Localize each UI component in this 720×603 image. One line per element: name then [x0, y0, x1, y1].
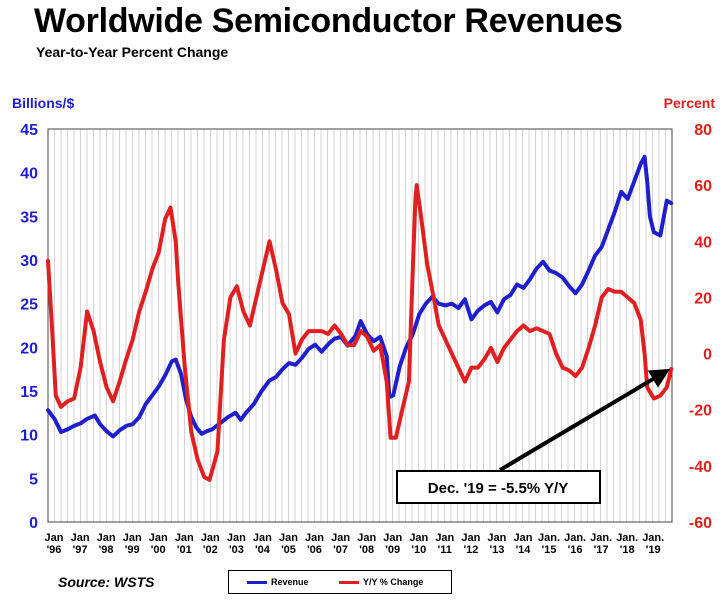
x-tick-month: Jan — [227, 532, 246, 544]
x-tick-month: Jan. — [564, 532, 586, 544]
left-tick-label: 40 — [20, 166, 38, 183]
x-tick-year: '11 — [438, 544, 452, 556]
legend: Revenue Y/Y % Change — [228, 570, 452, 594]
series-yoy-line — [46, 183, 674, 482]
left-tick-label: 20 — [20, 340, 38, 357]
right-axis-label: Percent — [664, 95, 716, 111]
legend-item-revenue: Revenue — [247, 577, 309, 587]
x-tick-month: Jan — [253, 532, 272, 544]
x-tick-year: '01 — [177, 544, 192, 556]
left-tick-label: 45 — [20, 122, 38, 139]
x-tick-year: '02 — [203, 544, 218, 556]
x-tick-month: Jan — [97, 532, 116, 544]
left-tick-label: 30 — [20, 253, 38, 270]
x-tick-month: Jan — [435, 532, 454, 544]
legend-swatch-yoy — [339, 580, 359, 584]
x-tick-month: Jan. — [642, 532, 664, 544]
left-tick-label: 25 — [20, 297, 38, 314]
x-tick-month: Jan — [357, 532, 376, 544]
source-note: Source: WSTS — [58, 574, 155, 590]
right-tick-label: -20 — [689, 403, 712, 420]
right-tick-label: 60 — [694, 178, 712, 195]
x-tick-year: '06 — [307, 544, 322, 556]
x-tick-month: Jan — [331, 532, 350, 544]
left-tick-label: 10 — [20, 428, 38, 445]
legend-item-yoy: Y/Y % Change — [339, 577, 423, 587]
x-tick-year: '14 — [516, 544, 532, 556]
left-tick-label: 0 — [29, 515, 38, 532]
x-tick-month: Jan — [201, 532, 220, 544]
x-tick-year: '03 — [229, 544, 244, 556]
right-tick-label: 20 — [694, 290, 712, 307]
x-tick-year: '96 — [47, 544, 62, 556]
left-axis-label: Billions/$ — [12, 95, 74, 111]
x-tick-year: '16 — [568, 544, 583, 556]
right-tick-label: -40 — [689, 459, 712, 476]
x-tick-year: '12 — [463, 544, 478, 556]
x-tick-year: '99 — [125, 544, 140, 556]
x-tick-year: '09 — [385, 544, 400, 556]
x-tick-year: '04 — [255, 544, 271, 556]
x-tick-month: Jan. — [590, 532, 612, 544]
annotation-arrow — [498, 368, 671, 472]
x-tick-year: '98 — [99, 544, 114, 556]
x-tick-month: Jan — [149, 532, 168, 544]
x-tick-year: '13 — [489, 544, 504, 556]
left-tick-label: 5 — [29, 471, 38, 488]
x-tick-month: Jan. — [538, 532, 560, 544]
annotation-text: Dec. '19 = -5.5% Y/Y — [428, 480, 568, 497]
x-tick-month: Jan — [305, 532, 324, 544]
x-tick-year: '97 — [73, 544, 88, 556]
x-tick-year: '15 — [542, 544, 557, 556]
x-tick-month: Jan — [461, 532, 480, 544]
plot-frame — [47, 128, 673, 523]
x-tick-year: '08 — [359, 544, 374, 556]
legend-label-yoy: Y/Y % Change — [363, 577, 424, 587]
x-tick-month: Jan — [123, 532, 142, 544]
right-tick-label: -60 — [689, 515, 712, 532]
x-tick-month: Jan — [409, 532, 428, 544]
right-tick-label: 80 — [694, 122, 712, 139]
annotation-box — [396, 470, 601, 504]
left-tick-label: 15 — [20, 384, 38, 401]
x-tick-year: '00 — [151, 544, 166, 556]
annotation: Dec. '19 = -5.5% Y/Y — [396, 368, 671, 504]
x-tick-year: '07 — [333, 544, 348, 556]
x-tick-year: '10 — [411, 544, 426, 556]
legend-label-revenue: Revenue — [271, 577, 309, 587]
chart-title: Worldwide Semiconductor Revenues — [34, 2, 623, 40]
x-tick-month: Jan — [279, 532, 298, 544]
x-tick-month: Jan — [175, 532, 194, 544]
x-tick-month: Jan — [45, 532, 64, 544]
right-tick-label: 0 — [703, 347, 712, 364]
left-tick-label: 35 — [20, 209, 38, 226]
x-tick-year: '19 — [646, 544, 661, 556]
x-tick-month: Jan — [71, 532, 90, 544]
x-tick-year: '17 — [594, 544, 609, 556]
x-tick-month: Jan — [514, 532, 533, 544]
x-tick-month: Jan. — [616, 532, 638, 544]
x-tick-year: '05 — [281, 544, 296, 556]
legend-swatch-revenue — [247, 580, 267, 584]
chart-subtitle: Year-to-Year Percent Change — [36, 44, 229, 60]
x-tick-month: Jan — [487, 532, 506, 544]
x-tick-month: Jan — [383, 532, 402, 544]
x-tick-year: '18 — [620, 544, 635, 556]
right-tick-label: 40 — [694, 234, 712, 251]
